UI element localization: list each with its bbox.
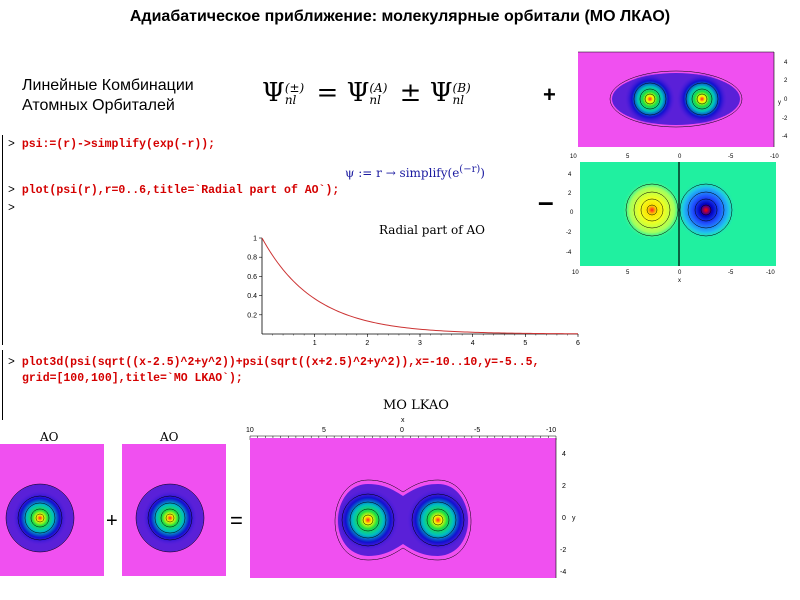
- formula-sup-b: (B): [452, 81, 471, 95]
- formula-psi-b: Ψ: [429, 78, 453, 108]
- lcao-formula: Ψ (±) nl = Ψ (A) nl ± Ψ (B) nl: [262, 78, 471, 108]
- formula-psi: Ψ: [262, 78, 285, 108]
- tick: 0: [562, 515, 566, 522]
- formula-psi-a: Ψ: [346, 78, 370, 108]
- sign-plus-bottom: +: [106, 510, 118, 532]
- y-tick-label: 0.8: [247, 255, 257, 262]
- sign-plus-top: +: [543, 82, 556, 107]
- tick: -2: [560, 547, 566, 554]
- formula-sup: (±): [284, 81, 305, 95]
- tick: -4: [560, 569, 566, 576]
- tick: -10: [766, 270, 775, 276]
- ao-right-label: AO: [160, 430, 179, 444]
- mo-plus-plot-small: 4 2 0 -2 -4 y: [578, 51, 788, 147]
- maple-output-exp: (−r): [459, 164, 481, 175]
- code-line-empty[interactable]: >: [8, 202, 15, 215]
- tick: 5: [322, 427, 326, 434]
- worksheet-bracket-1: [2, 135, 7, 345]
- formula-sub: nl: [284, 93, 297, 107]
- tick: 0: [678, 154, 682, 160]
- ao-right-plot: [122, 444, 226, 576]
- worksheet-bracket-2: [2, 350, 7, 420]
- lcao-line-1: Линейные Комбинации: [22, 77, 194, 94]
- x-tick-label: 1: [313, 340, 317, 347]
- radial-plot-title: Radial part of AO: [379, 223, 485, 237]
- tick: 2: [562, 483, 566, 490]
- tick: -5: [474, 427, 480, 434]
- tick: 2: [568, 191, 572, 197]
- sign-minus: –: [538, 186, 554, 217]
- code-prompt: >: [8, 138, 15, 151]
- maple-output: ψ := r → simplify(e(−r)): [345, 164, 485, 180]
- formula-eq: =: [316, 78, 339, 108]
- lcao-label: Линейные Комбинации Атомных Орбиталей: [22, 76, 194, 116]
- tick: 5: [626, 270, 630, 276]
- code-prompt: >: [8, 356, 15, 369]
- mo-label: MO LKAO: [383, 398, 449, 413]
- x-tick-label: 2: [365, 340, 369, 347]
- code-line-4[interactable]: grid=[100,100],title=`MO LKAO`);: [22, 372, 243, 385]
- formula-sub-b: nl: [452, 93, 465, 107]
- tick: 2: [784, 78, 788, 84]
- formula-sub-a: nl: [369, 93, 381, 107]
- ao-left-label: AO: [40, 430, 59, 444]
- ao-left-plot: [0, 444, 104, 576]
- x-tick-label: 4: [471, 340, 475, 347]
- code-text-3: plot3d(psi(sqrt((x-2.5)^2+y^2))+psi(sqrt…: [21, 356, 540, 369]
- x-tick-label: 3: [418, 340, 422, 347]
- tick: 4: [784, 60, 788, 66]
- y-tick-label: 0.2: [247, 312, 257, 319]
- mo-plus-plot-large: 10 5 0 -5 -10 x 4 2 0 -2 -4 y: [246, 417, 576, 578]
- y-tick-label: 0.6: [247, 274, 257, 281]
- y-tick-label: 0.4: [247, 293, 257, 300]
- tick: -2: [566, 230, 572, 236]
- tick: -5: [728, 154, 734, 160]
- radial-curve: [261, 237, 579, 335]
- tick: -5: [728, 270, 734, 276]
- tick: -4: [566, 250, 572, 256]
- code-prompt: >: [8, 184, 15, 197]
- axis-label-x: x: [678, 278, 681, 284]
- code-prompt: >: [8, 202, 15, 215]
- tick: 4: [568, 172, 572, 178]
- axis-label-y: y: [572, 515, 576, 522]
- y-tick-label: 1: [253, 236, 257, 243]
- tick: 4: [562, 451, 566, 458]
- page-title: Адиабатическое приближение: молекулярные…: [129, 8, 671, 25]
- tick: 0: [784, 97, 788, 103]
- code-text-2: plot(psi(r),r=0..6,title=`Radial part of…: [21, 184, 340, 197]
- tick: 10: [572, 270, 579, 276]
- tick: -2: [782, 116, 788, 122]
- axis-label-y: y: [778, 100, 781, 106]
- maple-output-close: ): [480, 166, 485, 180]
- code-line-3[interactable]: > plot3d(psi(sqrt((x-2.5)^2+y^2))+psi(sq…: [8, 356, 539, 369]
- x-tick-label: 5: [523, 340, 527, 347]
- tick: -10: [770, 154, 779, 160]
- code-text-1: psi:=(r)->simplify(exp(-r));: [21, 138, 216, 151]
- code-line-2[interactable]: > plot(psi(r),r=0..6,title=`Radial part …: [8, 184, 339, 197]
- tick: 0: [570, 210, 574, 216]
- code-line-1[interactable]: > psi:=(r)->simplify(exp(-r));: [8, 138, 215, 151]
- x-tick-label: 6: [576, 340, 580, 347]
- radial-plot: Radial part of AO 1 2 3 4 5 6 0.2 0.4 0.6 0.8 1: [247, 223, 580, 347]
- tick: 5: [626, 154, 630, 160]
- tick: -4: [782, 134, 788, 140]
- tick: 10: [570, 154, 577, 160]
- formula-sup-a: (A): [369, 81, 388, 95]
- formula-pm: ±: [399, 78, 422, 108]
- axis-label-x: x: [401, 417, 405, 424]
- tick: -10: [546, 427, 556, 434]
- code-text-4: grid=[100,100],title=`MO LKAO`);: [22, 372, 243, 385]
- tick: 0: [678, 270, 682, 276]
- tick: 10: [246, 427, 254, 434]
- tick: 0: [400, 427, 404, 434]
- sign-equals: =: [230, 508, 243, 533]
- mo-minus-plot: 10 5 0 -5 -10 4 2 0 -2 -4 10 5 0 -5 -10 …: [566, 154, 779, 284]
- lcao-line-2: Атомных Орбиталей: [22, 97, 175, 114]
- maple-output-lhs: ψ := r → simplify(e: [345, 166, 460, 180]
